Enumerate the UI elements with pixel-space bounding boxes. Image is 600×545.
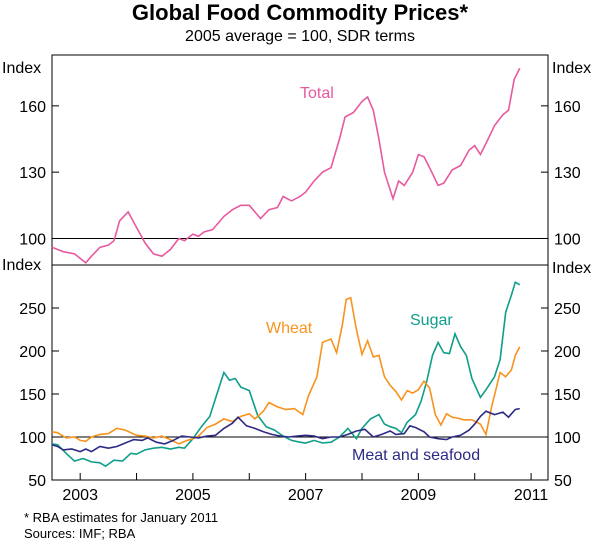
y-tick-label: 100 <box>19 231 46 248</box>
y-tick-label: 160 <box>554 99 581 116</box>
series-line-meat <box>51 407 520 453</box>
x-axis-ticks: 2003 2005 2007 2009 2011 <box>62 473 548 504</box>
y-tick-label: 100 <box>554 430 581 447</box>
y-tick-label: 100 <box>554 231 581 248</box>
y-tick-label: 250 <box>554 301 581 318</box>
bottom-left-axis-title: Index <box>2 257 41 274</box>
series-label-total: Total <box>300 85 334 102</box>
x-tick-label: 2005 <box>175 487 211 504</box>
series-label-wheat: Wheat <box>266 320 313 337</box>
series-label-sugar: Sugar <box>410 312 453 329</box>
bottom-left-y-ticks: 50 100 150 200 250 <box>19 301 59 490</box>
series-line-sugar <box>51 281 521 468</box>
top-left-y-ticks: 100 130 160 <box>19 99 59 248</box>
chart-title: Global Food Commodity Prices* <box>131 0 469 25</box>
y-tick-label: 50 <box>28 473 46 490</box>
bottom-panel-frame <box>51 264 549 481</box>
series-line-total <box>51 67 521 264</box>
y-tick-label: 130 <box>19 165 46 182</box>
bottom-right-axis-title: Index <box>552 260 591 277</box>
y-tick-label: 130 <box>554 165 581 182</box>
y-tick-label: 150 <box>19 387 46 404</box>
footnote-sources: Sources: IMF; RBA <box>24 526 136 541</box>
y-tick-label: 100 <box>19 430 46 447</box>
y-tick-label: 50 <box>554 473 572 490</box>
top-left-axis-title: Index <box>2 60 41 77</box>
x-tick-label: 2011 <box>514 487 549 504</box>
x-tick-label: 2009 <box>401 487 437 504</box>
series-line-wheat <box>51 296 521 445</box>
y-tick-label: 200 <box>554 344 581 361</box>
top-right-y-ticks: 100 130 160 <box>541 99 581 248</box>
x-tick-label: 2007 <box>288 487 324 504</box>
bottom-right-y-ticks: 50 100 150 200 250 <box>541 301 581 490</box>
y-tick-label: 250 <box>19 301 46 318</box>
series-label-meat: Meat and seafood <box>352 447 480 464</box>
y-tick-label: 200 <box>19 344 46 361</box>
y-tick-label: 150 <box>554 387 581 404</box>
x-tick-label: 2003 <box>62 487 98 504</box>
chart-subtitle: 2005 average = 100, SDR terms <box>185 28 415 45</box>
top-right-axis-title: Index <box>552 60 591 77</box>
footnote-estimate: * RBA estimates for January 2011 <box>24 510 219 525</box>
y-tick-label: 160 <box>19 99 46 116</box>
